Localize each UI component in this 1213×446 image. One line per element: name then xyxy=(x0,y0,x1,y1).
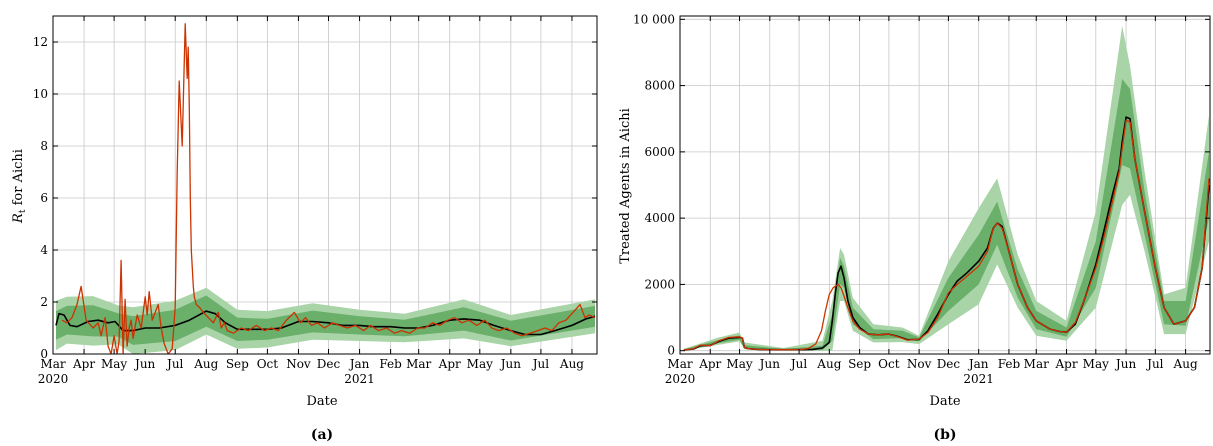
x-tick-label: Dec xyxy=(317,357,341,371)
x-tick-label: May xyxy=(1083,357,1109,371)
y-tick-label: 8000 xyxy=(644,79,675,93)
x-tick-label: Nov xyxy=(907,357,932,371)
y-tick-label: 6 xyxy=(40,191,48,205)
x-tick-label: Feb xyxy=(379,357,402,371)
y-tick-label: 2 xyxy=(40,295,48,309)
panel-b-frame xyxy=(679,15,1211,355)
y-tick-label: 10 000 xyxy=(633,12,675,26)
x-tick-label: Mar xyxy=(667,357,692,371)
panel-a-grid xyxy=(52,16,597,355)
x-tick-label: Mar xyxy=(406,357,431,371)
x-year-label: 2021 xyxy=(963,372,994,386)
x-tick-label: Apr xyxy=(72,357,95,371)
panel-a-plot-area xyxy=(55,23,596,354)
x-tick-label: Nov xyxy=(286,357,311,371)
panel-a-band-inner xyxy=(56,295,595,345)
x-tick-label: Sep xyxy=(226,357,249,371)
x-year-label: 2020 xyxy=(38,372,69,386)
x-tick-label: Jun xyxy=(499,357,522,371)
y-tick-label: 10 xyxy=(33,87,48,101)
x-tick-label: Apr xyxy=(438,357,461,371)
x-tick-label: Mar xyxy=(1024,357,1049,371)
x-tick-label: Apr xyxy=(1054,357,1077,371)
panel-b-caption: (b) xyxy=(933,427,956,443)
y-tick-label: 4000 xyxy=(644,211,675,225)
y-tick-label: 6000 xyxy=(644,145,675,159)
panel-a-x-axis-title: Date xyxy=(306,394,337,409)
x-tick-label: Oct xyxy=(878,357,900,371)
x-tick-label: Jun xyxy=(758,357,781,371)
x-tick-label: Jan xyxy=(967,357,989,371)
x-tick-label: May xyxy=(467,357,493,371)
x-tick-label: Aug xyxy=(816,357,841,371)
panel-a-frame xyxy=(52,15,598,355)
x-tick-label: Jun xyxy=(133,357,156,371)
panel-a-caption: (a) xyxy=(311,427,333,443)
x-tick-label: Jan xyxy=(348,357,370,371)
x-tick-label: Oct xyxy=(257,357,279,371)
x-tick-label: Jul xyxy=(789,357,808,371)
x-tick-label: Apr xyxy=(698,357,721,371)
y-tick-label: 4 xyxy=(40,243,48,257)
panel-b-chart: 0 2000 4000 6000 8000 10 000 Mar Apr May Jun Jul Au… xyxy=(633,12,1211,386)
x-tick-label: Feb xyxy=(998,357,1021,371)
x-tick-label: Jul xyxy=(1145,357,1164,371)
x-tick-label: Aug xyxy=(193,357,218,371)
x-year-label: 2021 xyxy=(344,372,375,386)
panel-b-plot-area xyxy=(683,25,1210,351)
x-tick-label: Jul xyxy=(531,357,550,371)
y-tick-label: 12 xyxy=(33,35,48,49)
x-tick-label: Dec xyxy=(937,357,961,371)
y-tick-label: 0 xyxy=(40,347,48,361)
x-tick-label: Mar xyxy=(40,357,65,371)
y-tick-label: 2000 xyxy=(644,277,675,291)
panel-a-median-line xyxy=(55,310,596,336)
x-tick-label: Aug xyxy=(559,357,584,371)
x-tick-label: Jun xyxy=(1114,357,1137,371)
x-tick-label: Jul xyxy=(165,357,184,371)
panel-a-y-axis-title: Rt for Aichi xyxy=(11,149,28,224)
panel-a-chart: 0 2 4 6 8 10 12 Mar Apr May Jun Jul Aug Sep Oct Nov Dec J… xyxy=(33,15,598,386)
x-year-label: 2020 xyxy=(665,372,696,386)
x-tick-label: Sep xyxy=(848,357,871,371)
panel-b-y-axis-title: Treated Agents in Aichi xyxy=(618,108,633,264)
y-tick-label: 8 xyxy=(40,139,48,153)
panel-b-x-axis-title: Date xyxy=(929,394,960,409)
x-tick-label: May xyxy=(726,357,752,371)
panel-a-observed-line xyxy=(61,23,596,354)
y-tick-label: 0 xyxy=(667,344,675,358)
x-tick-label: May xyxy=(101,357,127,371)
x-tick-label: Aug xyxy=(1173,357,1198,371)
